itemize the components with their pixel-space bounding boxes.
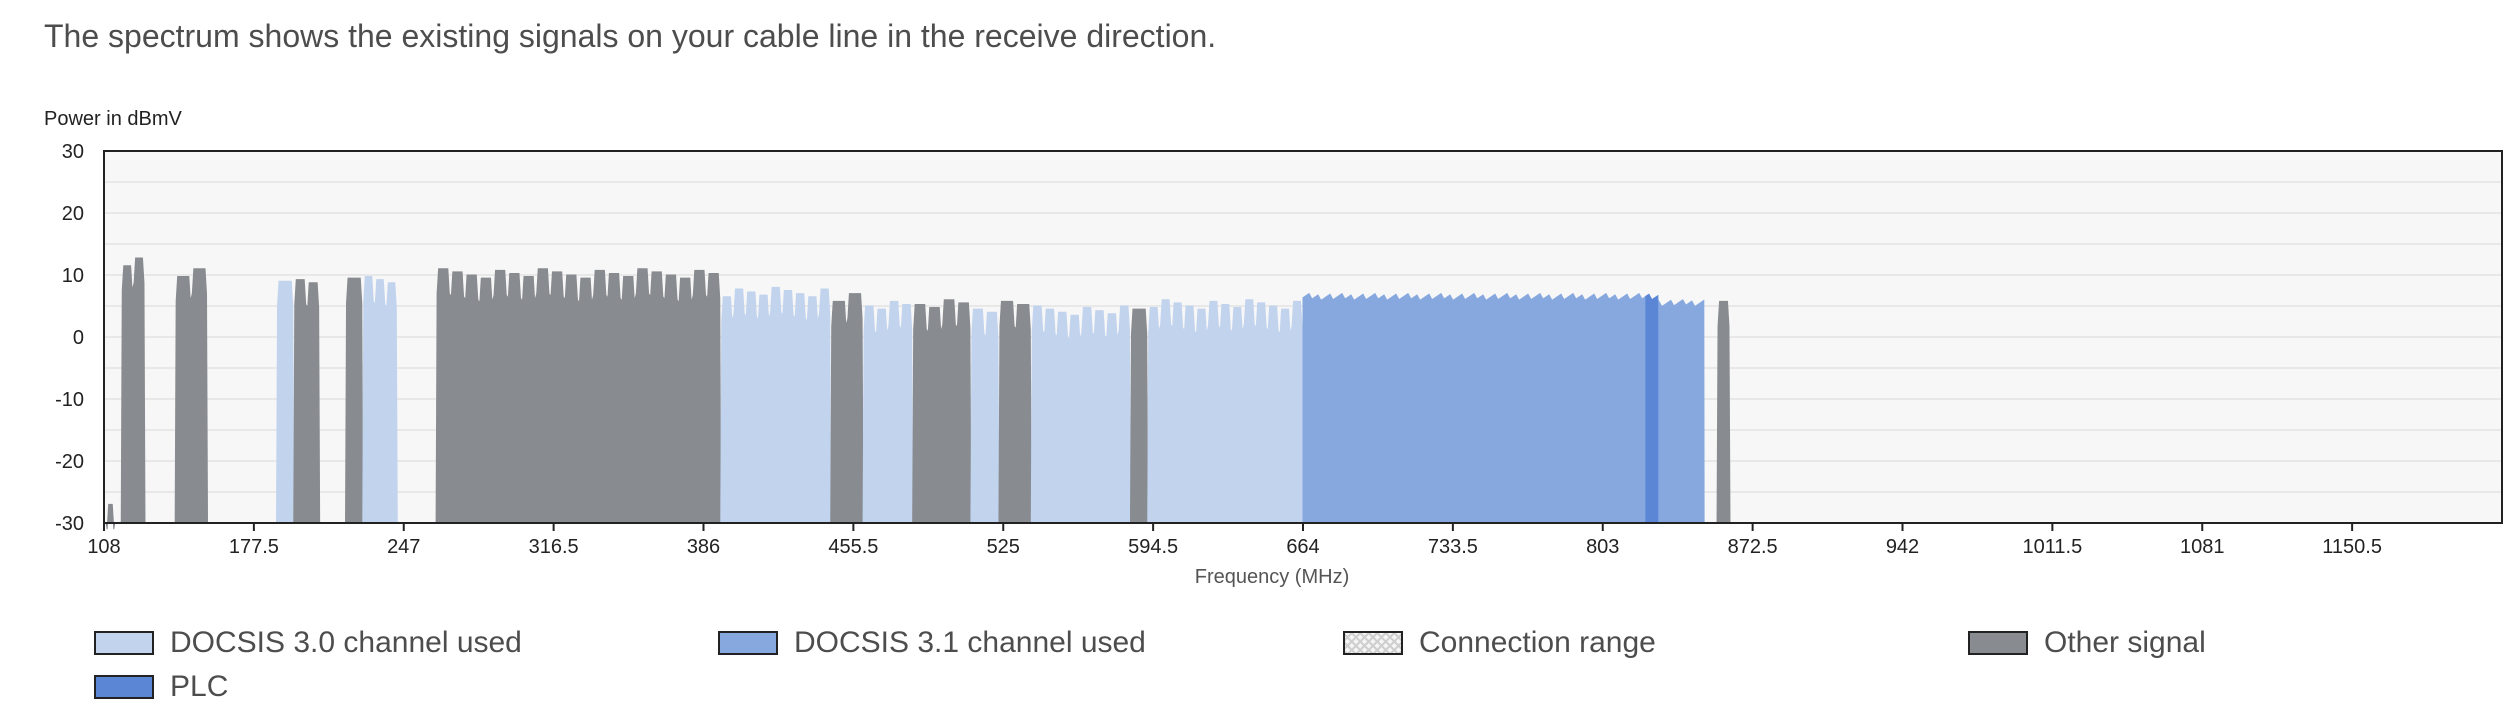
signal-other [1129,308,1149,524]
signal-other [174,268,209,524]
signal-other [998,300,1032,524]
signal-other [293,279,321,524]
x-tick-label: 1150.5 [2322,536,2382,558]
signal-docsis30 [862,300,914,524]
legend-label-docsis30: DOCSIS 3.0 channel used [170,626,522,659]
y-axis-label: Power in dBmV [44,108,182,130]
x-tick-label: 108 [87,536,120,558]
x-tick-label: 386 [687,536,720,558]
x-axis-label: Frequency (MHz) [1195,566,1349,588]
x-tick-label: 664 [1286,536,1319,558]
signal-areas [105,257,1731,530]
x-tick-label: 177.5 [229,536,279,558]
x-tick-label: 247 [387,536,420,558]
legend-item-connection-range: Connection range [1343,626,1656,660]
legend-swatch-plc [94,675,154,699]
signal-docsis30 [276,280,295,524]
legend-swatch-docsis31 [718,631,778,655]
x-tick-label: 1081 [2180,536,2225,558]
legend-swatch-docsis30 [94,631,154,655]
signal-docsis30 [720,286,832,524]
signal-other [345,277,364,524]
x-tick-label: 594.5 [1128,536,1178,558]
legend-swatch-other-signal [1968,631,2028,655]
spectrum-chart: 30 20 10 0 -10 -20 -30 108 177.5 247 316.5 386 455.… [55,141,2503,588]
legend-label-connection-range: Connection range [1419,626,1656,659]
legend-swatch-connection-range [1343,631,1403,655]
legend-item-plc: PLC [94,670,228,704]
y-tick-label: -30 [55,513,84,535]
signal-docsis30 [970,308,1000,524]
legend-item-other-signal: Other signal [1968,626,2206,660]
legend-label-other-signal: Other signal [2044,626,2206,659]
x-tick-label: 733.5 [1428,536,1478,558]
x-tick-label: 803 [1586,536,1619,558]
y-tick-label: 0 [73,327,84,349]
signal-docsis31 [1302,292,1647,524]
x-tick-label: 1011.5 [2023,536,2083,558]
legend-label-docsis31: DOCSIS 3.1 channel used [794,626,1146,659]
signal-other [912,299,972,524]
signal-docsis30 [362,276,398,524]
y-tick-label: 10 [62,265,84,287]
y-tick-label: 30 [62,141,84,163]
y-tick-labels: 30 20 10 0 -10 -20 -30 [55,141,84,535]
y-tick-label: 20 [62,203,84,225]
signal-other [120,257,146,524]
x-tick-label: 316.5 [529,536,579,558]
signal-other [1716,300,1731,524]
x-tick-label: 942 [1886,536,1919,558]
x-tick-label: 525 [987,536,1020,558]
x-tick-label: 872.5 [1728,536,1778,558]
signal-other [830,293,864,524]
signal-docsis30 [1030,305,1131,524]
intro-text: The spectrum shows the existing signals … [44,18,1217,54]
legend-item-docsis31: DOCSIS 3.1 channel used [718,626,1146,660]
y-tick-label: -10 [55,389,84,411]
legend-item-docsis30: DOCSIS 3.0 channel used [94,626,522,660]
legend-label-plc: PLC [170,670,229,703]
x-tick-label: 455.5 [828,536,878,558]
signal-other [435,268,722,524]
x-tick-labels: 108 177.5 247 316.5 386 455.5 525 594.5 664 733.5… [87,523,2382,558]
signal-docsis31 [1658,299,1705,524]
signal-plc [1645,293,1660,524]
signal-docsis30 [1147,299,1304,524]
y-tick-label: -20 [55,451,84,473]
